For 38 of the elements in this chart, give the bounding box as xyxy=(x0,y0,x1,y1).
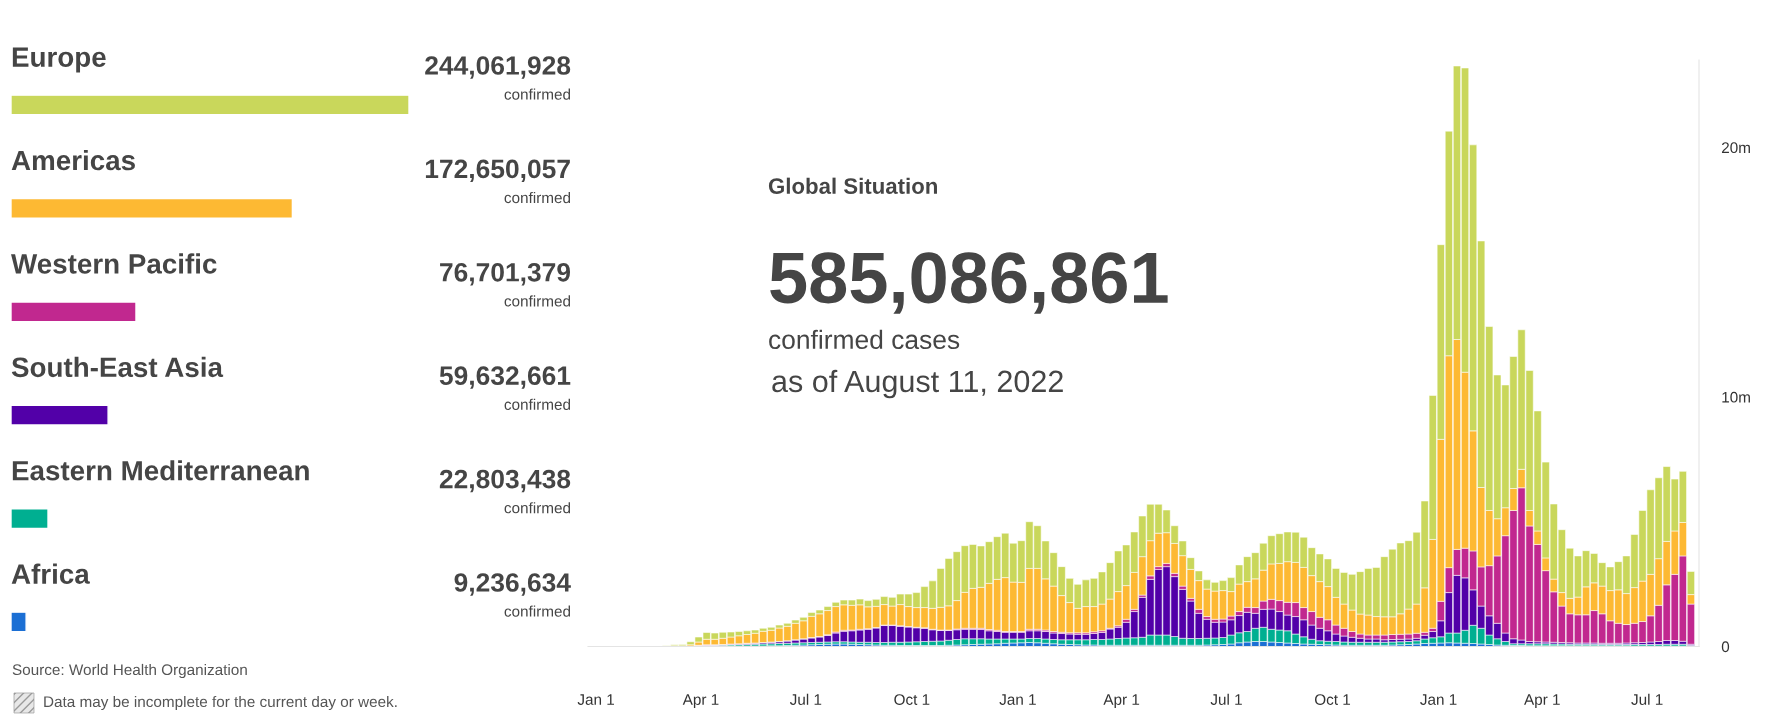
x-tick-label: Jan 1 xyxy=(577,694,615,705)
text: 59,632,661 xyxy=(439,366,571,389)
x-tick-label: Apr 1 xyxy=(1103,694,1140,708)
x-tick-label: Apr 1 xyxy=(682,694,719,708)
text: 76,701,379 xyxy=(440,262,571,286)
text: confirmed xyxy=(504,88,571,100)
annotation: confirmed cases xyxy=(769,329,960,350)
y-tick-label: 20m xyxy=(1721,142,1750,154)
y-tick-label: Eastern Mediterranean xyxy=(12,460,309,481)
annotation: 585,086,861 xyxy=(770,252,1168,314)
y-tick-label: Western Pacific xyxy=(11,253,217,274)
y-tick-label: South-East Asia xyxy=(11,356,224,378)
x-tick-label: Oct 1 xyxy=(894,694,930,705)
text: 22,803,438 xyxy=(439,469,571,493)
y-tick-label: 0 xyxy=(1721,641,1730,653)
text: confirmed xyxy=(504,295,571,307)
y-tick-label: Africa xyxy=(11,563,90,584)
text: 244,061,928 xyxy=(425,56,571,79)
y-tick-label: Europe xyxy=(12,47,106,73)
text: Data may be incomplete for the current day or week. xyxy=(44,695,397,711)
y-tick-label: 10m xyxy=(1722,391,1750,403)
annotation: as of August 11, 2022 xyxy=(772,369,1063,399)
text: confirmed xyxy=(504,605,571,617)
text: Global Situation xyxy=(768,177,937,194)
y-tick-label: Americas xyxy=(11,149,135,171)
text: confirmed xyxy=(504,502,571,514)
x-tick-label: Jul 1 xyxy=(1631,693,1663,705)
x-tick-label: Apr 1 xyxy=(1524,694,1560,708)
text: 172,650,057 xyxy=(425,159,570,183)
source-note: Source: World Health Organization xyxy=(12,663,247,679)
text: confirmed xyxy=(504,398,571,410)
x-tick-label: Jul 1 xyxy=(1210,693,1242,705)
x-tick-label: Jan 1 xyxy=(999,694,1036,705)
x-tick-label: Jul 1 xyxy=(789,693,822,705)
text: confirmed xyxy=(504,191,571,204)
x-tick-label: Jan 1 xyxy=(1420,694,1457,705)
text: 9,236,634 xyxy=(454,573,571,596)
x-tick-label: Oct 1 xyxy=(1314,694,1351,705)
